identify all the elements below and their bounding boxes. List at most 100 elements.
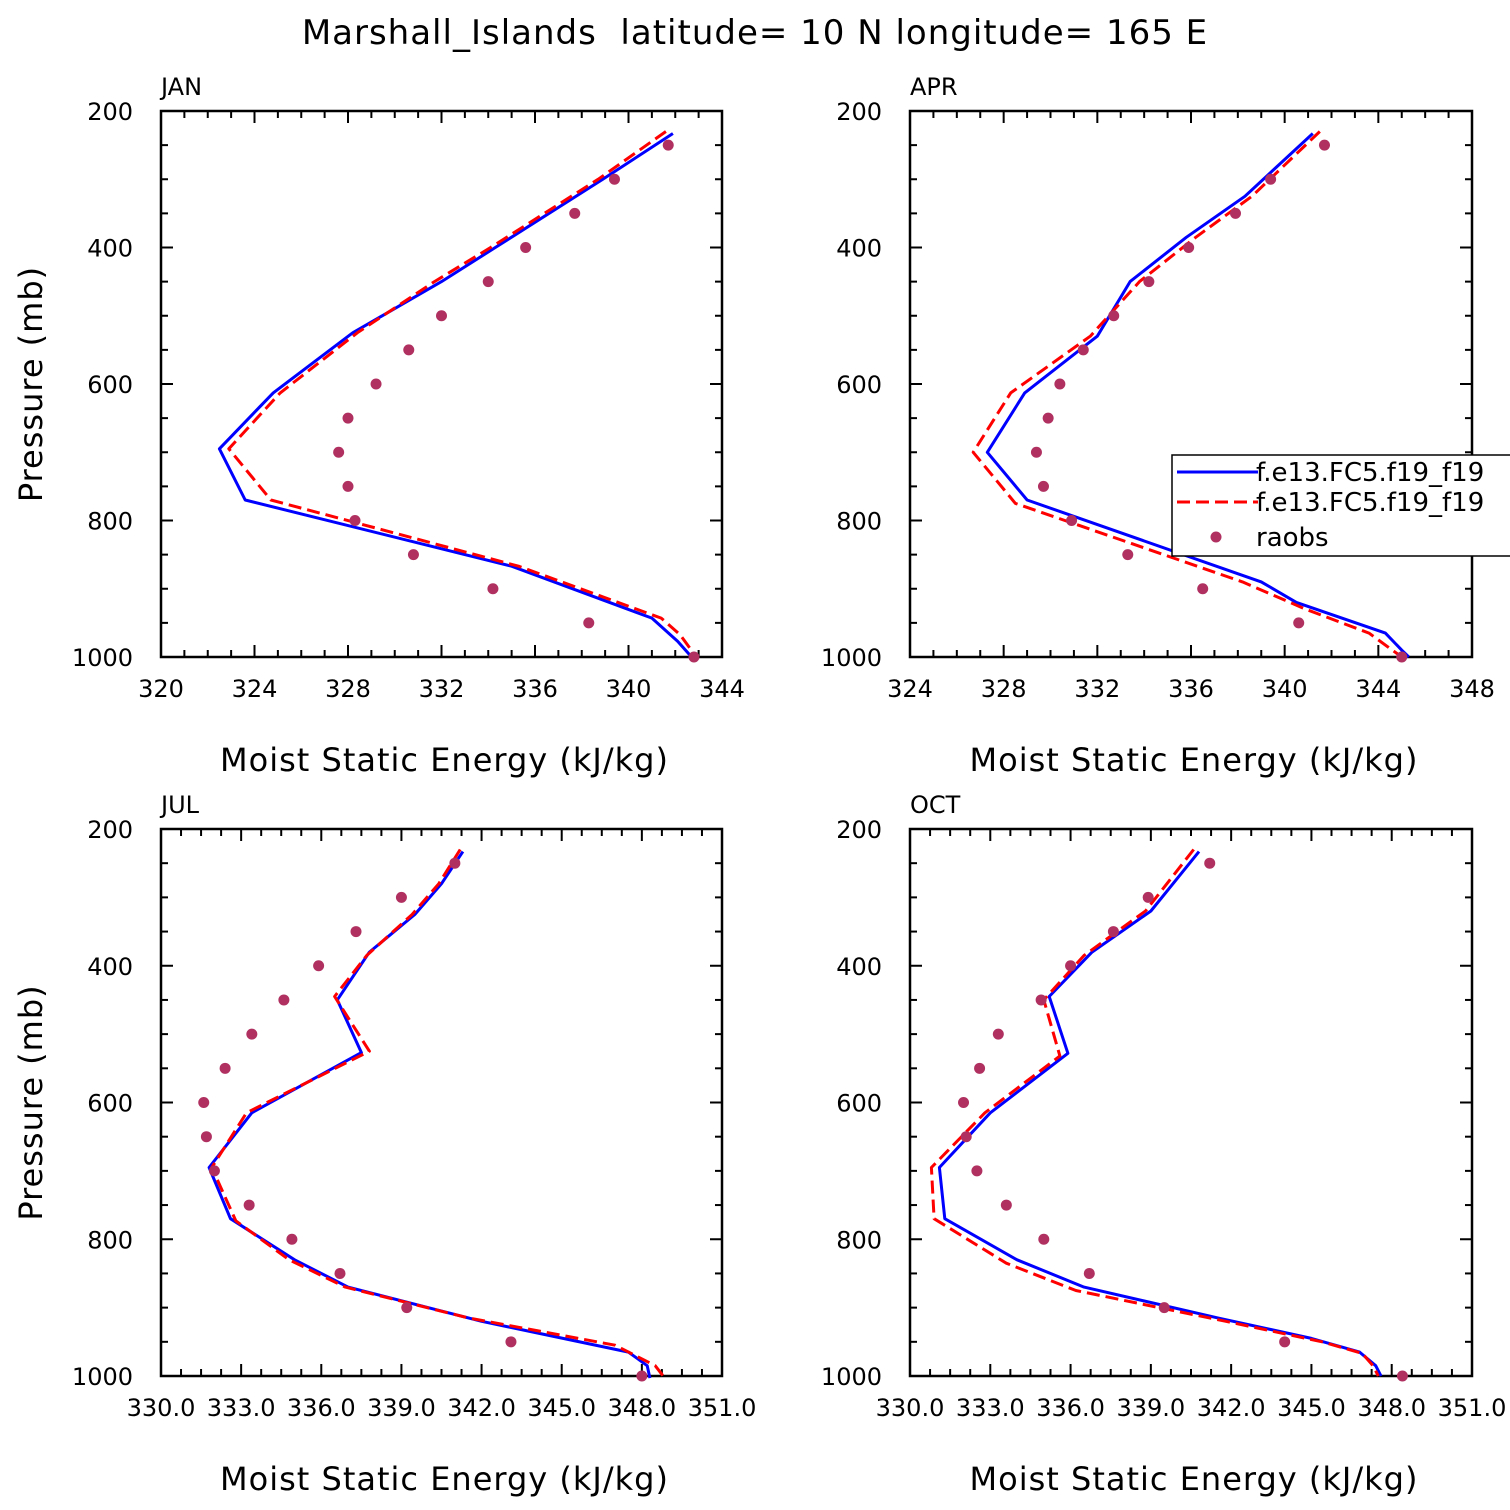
plot-frame (159, 109, 724, 659)
raobs-point (403, 344, 415, 356)
x-tick-label: 348.0 (1357, 1394, 1426, 1422)
raobs-point (1183, 242, 1195, 253)
x-tick-label: 344 (1355, 675, 1401, 703)
raobs-point (1054, 378, 1066, 390)
raobs-point (1197, 583, 1209, 595)
raobs-point (342, 412, 354, 424)
x-tick-label: 348 (1449, 675, 1495, 703)
y-tick-label: 400 (836, 953, 882, 981)
x-tick-label: 332 (419, 675, 465, 703)
raobs-point (636, 1370, 648, 1382)
raobs-point (1030, 446, 1042, 458)
raobs-point (960, 1131, 972, 1143)
y-axis-label: Pressure (mb) (12, 984, 50, 1220)
y-tick-label: 1000 (72, 644, 133, 672)
raobs-point (198, 1097, 210, 1108)
y-tick-label: 200 (87, 816, 133, 844)
raobs-point (1107, 926, 1119, 938)
x-axis-label: Moist Static Energy (kJ/kg) (220, 1460, 669, 1498)
x-tick-label: 336.0 (287, 1394, 356, 1422)
panel-title: APR (910, 73, 958, 101)
x-tick-label: 332 (1074, 675, 1120, 703)
figure-title: Marshall_Islands latitude= 10 N longitud… (302, 13, 1208, 53)
x-axis-label: Moist Static Energy (kJ/kg) (970, 1460, 1419, 1498)
plot-frame (908, 109, 1474, 659)
raobs-point (286, 1233, 298, 1245)
plot-frame (908, 827, 1474, 1378)
y-tick-label: 800 (836, 508, 882, 536)
x-tick-label: 339.0 (1116, 1394, 1185, 1422)
model-b-line (971, 130, 1403, 659)
raobs-point (370, 378, 382, 390)
raobs-point (688, 651, 700, 663)
raobs-point (1038, 1233, 1050, 1245)
raobs-point (208, 1165, 220, 1177)
raobs-point (971, 1165, 983, 1177)
raobs-point (1035, 994, 1047, 1006)
y-tick-label: 600 (836, 1090, 882, 1118)
model-b-line (929, 848, 1380, 1377)
raobs-point (992, 1028, 1004, 1040)
panel-apr: APR 324 328 332 336 340 344 348 200 400 600 800 1000… (821, 73, 1495, 779)
legend-label: f.e13.FC5.f19_f19 (1256, 458, 1484, 488)
raobs-point (520, 242, 532, 253)
panel-title: OCT (910, 791, 961, 819)
raobs-point (569, 207, 581, 219)
x-tick-label: 340 (1262, 675, 1308, 703)
raobs-point (1204, 857, 1216, 869)
raobs-point (1122, 549, 1134, 561)
y-axis-label: Pressure (mb) (12, 266, 50, 502)
x-tick-label: 330.0 (876, 1394, 945, 1422)
y-tick-label: 1000 (821, 1363, 882, 1391)
y-tick-label: 400 (836, 235, 882, 263)
x-tick-label: 328 (325, 675, 371, 703)
raobs-point (395, 891, 407, 903)
x-tick-label: 333.0 (956, 1394, 1025, 1422)
y-tick-label: 400 (87, 235, 133, 263)
raobs-point (1065, 960, 1077, 972)
model-a-line (207, 850, 652, 1379)
x-axis-label: Moist Static Energy (kJ/kg) (220, 741, 669, 779)
panel-title: JUL (159, 791, 200, 819)
y-tick-label: 200 (836, 98, 882, 126)
legend-label: f.e13.FC5.f19_f19 (1256, 488, 1484, 518)
raobs-point (1108, 310, 1120, 322)
x-tick-label: 324 (232, 675, 278, 703)
raobs-point (482, 276, 494, 288)
y-tick-label: 1000 (821, 644, 882, 672)
model-b-line (210, 848, 665, 1377)
x-tick-label: 351.0 (688, 1394, 757, 1422)
raobs-point (1042, 412, 1054, 424)
raobs-point (219, 1062, 231, 1074)
raobs-point (1000, 1199, 1012, 1211)
model-a-line (937, 850, 1383, 1377)
x-tick-label: 342.0 (447, 1394, 516, 1422)
raobs-point (436, 310, 447, 322)
model-a-line (217, 132, 693, 658)
raobs-point (662, 139, 674, 151)
panels: JAN 320 324 328 332 336 340 344 200 400 600 800 1000… (12, 73, 1506, 1498)
raobs-point (1396, 1370, 1408, 1382)
y-tick-label: 800 (87, 1226, 133, 1254)
x-tick-label: 351.0 (1438, 1394, 1507, 1422)
raobs-point (505, 1336, 517, 1348)
x-tick-label: 333.0 (207, 1394, 276, 1422)
x-tick-label: 320 (138, 675, 184, 703)
x-tick-label: 328 (981, 675, 1027, 703)
panel-jul: JUL 330.0 333.0 336.0 339.0 342.0 345.0 348.0 35… (12, 791, 756, 1498)
raobs-point (487, 583, 499, 595)
raobs-point (350, 926, 362, 938)
raobs-point (333, 446, 345, 458)
plot-frame (159, 827, 724, 1378)
raobs-point (1265, 173, 1277, 185)
x-tick-label: 336.0 (1036, 1394, 1105, 1422)
y-tick-label: 800 (836, 1226, 882, 1254)
panel-oct: OCT 330.0 333.0 336.0 339.0 342.0 345.0 348.0 35… (821, 791, 1506, 1498)
panel-jan: JAN 320 324 328 332 336 340 344 200 400 600 800 1000… (12, 73, 745, 779)
raobs-point (334, 1267, 346, 1279)
raobs-point (1037, 480, 1049, 492)
raobs-point (246, 1028, 258, 1040)
raobs-point (342, 480, 354, 492)
